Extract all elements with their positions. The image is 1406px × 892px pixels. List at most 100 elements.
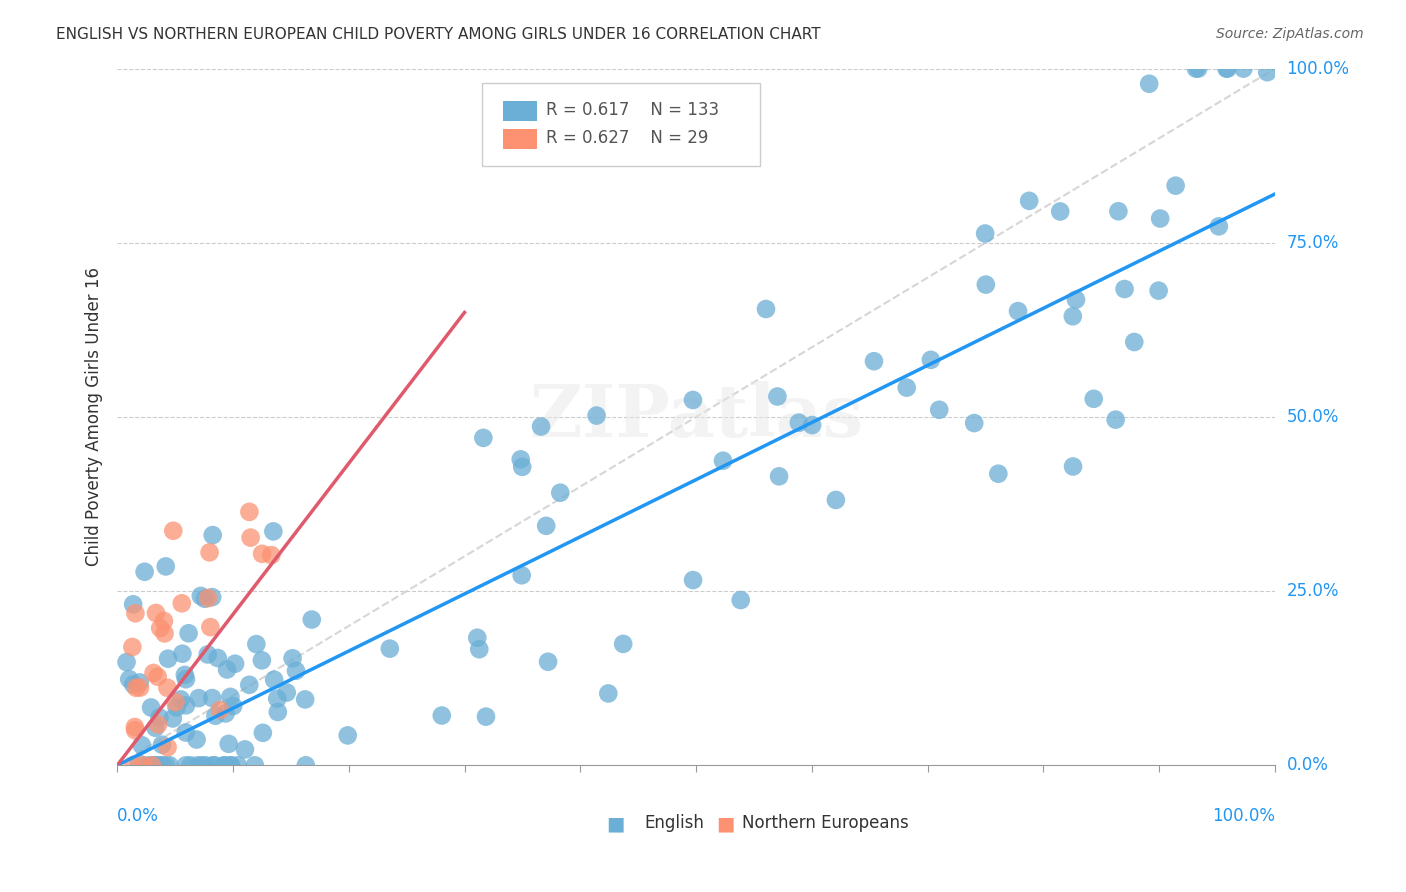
Point: [153, 626, 176, 640]
Point: [252, 726, 274, 740]
Point: [1208, 219, 1230, 234]
Point: [1123, 334, 1146, 349]
Point: [172, 647, 194, 661]
Point: [207, 651, 229, 665]
Point: [122, 677, 145, 691]
Point: [974, 227, 997, 241]
Point: [755, 301, 778, 316]
Point: [204, 708, 226, 723]
Point: [548, 485, 571, 500]
Point: [166, 700, 188, 714]
Text: ZIPatlas: ZIPatlas: [529, 382, 863, 452]
Point: [190, 589, 212, 603]
FancyBboxPatch shape: [482, 83, 759, 166]
Point: [1164, 178, 1187, 193]
Text: Northern Europeans: Northern Europeans: [742, 814, 910, 832]
Text: 75.0%: 75.0%: [1286, 234, 1339, 252]
Point: [1232, 62, 1254, 76]
Point: [170, 596, 193, 610]
Point: [262, 524, 284, 539]
Point: [281, 651, 304, 665]
Point: [863, 354, 886, 368]
Point: [1064, 293, 1087, 307]
Point: [174, 758, 197, 772]
Text: R = 0.617    N = 133: R = 0.617 N = 133: [546, 102, 718, 120]
Point: [197, 648, 219, 662]
Point: [204, 758, 226, 772]
Point: [128, 675, 150, 690]
Point: [121, 640, 143, 654]
Point: [201, 528, 224, 542]
Point: [238, 505, 260, 519]
Point: [250, 547, 273, 561]
Point: [146, 717, 169, 731]
Point: [1062, 310, 1084, 324]
Point: [267, 705, 290, 719]
Point: [148, 710, 170, 724]
Point: [145, 721, 167, 735]
Point: [122, 597, 145, 611]
Point: [682, 392, 704, 407]
Point: [156, 740, 179, 755]
Point: [201, 590, 224, 604]
Point: [1216, 62, 1239, 76]
Point: [1114, 282, 1136, 296]
Point: [115, 655, 138, 669]
Point: [131, 738, 153, 752]
Point: [510, 459, 533, 474]
Point: [963, 416, 986, 430]
Point: [766, 390, 789, 404]
Text: 100.0%: 100.0%: [1212, 807, 1275, 825]
Point: [1007, 304, 1029, 318]
Point: [162, 524, 184, 538]
Y-axis label: Child Poverty Among Girls Under 16: Child Poverty Among Girls Under 16: [86, 268, 103, 566]
Point: [180, 758, 202, 772]
Point: [142, 758, 165, 772]
Text: Source: ZipAtlas.com: Source: ZipAtlas.com: [1216, 27, 1364, 41]
Point: [238, 678, 260, 692]
Point: [787, 416, 810, 430]
Text: ENGLISH VS NORTHERN EUROPEAN CHILD POVERTY AMONG GIRLS UNDER 16 CORRELATION CHAR: ENGLISH VS NORTHERN EUROPEAN CHILD POVER…: [56, 27, 821, 42]
Point: [250, 653, 273, 667]
Point: [125, 681, 148, 695]
Point: [472, 431, 495, 445]
Text: 0.0%: 0.0%: [117, 807, 159, 825]
Point: [159, 758, 181, 772]
Point: [165, 695, 187, 709]
Point: [928, 402, 950, 417]
Point: [141, 758, 163, 772]
FancyBboxPatch shape: [503, 129, 537, 149]
Text: ■: ■: [716, 814, 734, 833]
Point: [156, 681, 179, 695]
Point: [1062, 459, 1084, 474]
Point: [534, 519, 557, 533]
Point: [142, 665, 165, 680]
Point: [263, 673, 285, 687]
Point: [1187, 62, 1209, 76]
Point: [208, 703, 231, 717]
Point: [212, 758, 235, 772]
Point: [124, 720, 146, 734]
Point: [336, 728, 359, 742]
Point: [214, 706, 236, 721]
Point: [155, 559, 177, 574]
Point: [214, 758, 236, 772]
Point: [233, 742, 256, 756]
Point: [174, 672, 197, 686]
Point: [143, 758, 166, 772]
Text: 0.0%: 0.0%: [1286, 756, 1329, 774]
Point: [150, 758, 173, 772]
Point: [224, 657, 246, 671]
Point: [682, 573, 704, 587]
Point: [974, 277, 997, 292]
Point: [1137, 77, 1160, 91]
Point: [149, 621, 172, 635]
Point: [1018, 194, 1040, 208]
Point: [201, 758, 224, 772]
Point: [239, 531, 262, 545]
Point: [201, 691, 224, 706]
Point: [200, 620, 222, 634]
Point: [260, 548, 283, 562]
Point: [177, 626, 200, 640]
Text: 50.0%: 50.0%: [1286, 408, 1339, 426]
